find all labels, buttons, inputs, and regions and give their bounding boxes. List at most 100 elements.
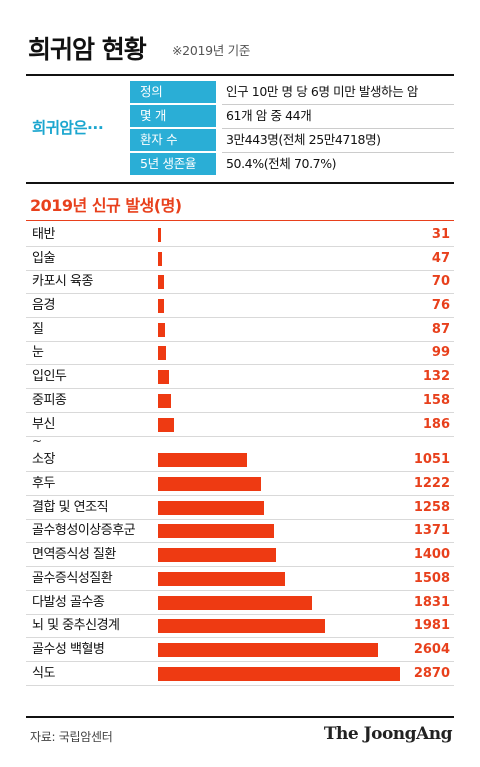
summary-key: 5년 생존율 — [130, 153, 216, 175]
bar — [158, 572, 286, 586]
category-label: 질 — [32, 322, 44, 337]
bar — [158, 252, 162, 266]
row-divider — [26, 412, 454, 413]
value-label: 132 — [422, 369, 450, 384]
category-label: 소장 — [32, 452, 55, 467]
row-divider — [26, 614, 454, 615]
bar — [158, 370, 170, 384]
summary-row-count: 몇 개 61개 암 중 44개 — [130, 105, 454, 129]
row-divider — [26, 471, 454, 472]
row-divider — [26, 246, 454, 247]
value-label: 1222 — [413, 476, 450, 491]
top-rule — [26, 74, 454, 76]
value-label: 1258 — [413, 500, 450, 515]
value-label: 47 — [431, 251, 450, 266]
row-divider — [26, 637, 454, 638]
summary-value: 인구 10만 명 당 6명 미만 발생하는 암 — [226, 84, 418, 99]
row-divider — [26, 317, 454, 318]
summary-divider — [222, 128, 454, 129]
value-label: 1371 — [413, 523, 450, 538]
value-label: 1508 — [413, 571, 450, 586]
value-label: 70 — [431, 274, 450, 289]
page-title: 희귀암 현황 — [28, 35, 147, 64]
category-label: 결합 및 연조직 — [32, 500, 109, 515]
summary-value: 61개 암 중 44개 — [226, 108, 312, 123]
category-label: 입술 — [32, 251, 55, 266]
row-divider — [26, 341, 454, 342]
bar — [158, 275, 164, 289]
category-label: 다발성 골수종 — [32, 595, 105, 610]
row-divider — [26, 388, 454, 389]
value-label: 1051 — [413, 452, 450, 467]
value-label: 1400 — [413, 547, 450, 562]
bar — [158, 667, 400, 681]
row-divider — [26, 436, 454, 437]
axis-break-mark: ~ — [32, 434, 43, 448]
bar — [158, 477, 261, 491]
category-label: 골수증식성질환 — [32, 571, 113, 586]
bar — [158, 323, 166, 337]
category-label: 입인두 — [32, 369, 67, 384]
row-divider — [26, 495, 454, 496]
value-label: 76 — [431, 298, 450, 313]
bottom-rule — [26, 716, 454, 718]
chart-title: 2019년 신규 발생(명) — [30, 196, 182, 215]
row-divider — [26, 364, 454, 365]
category-label: 부신 — [32, 417, 55, 432]
section-rule — [26, 182, 454, 184]
category-label: 눈 — [32, 345, 44, 360]
row-divider — [26, 685, 454, 686]
summary-value: 3만443명(전체 25만4718명) — [226, 132, 381, 147]
bar — [158, 299, 165, 313]
value-label: 2604 — [413, 642, 450, 657]
row-divider — [26, 566, 454, 567]
category-label: 중피종 — [32, 393, 67, 408]
brand-logo: The JoongAng — [323, 724, 453, 744]
bar — [158, 596, 313, 610]
value-label: 1831 — [413, 595, 450, 610]
summary-row-survival: 5년 생존율 50.4%(전체 70.7%) — [130, 153, 454, 177]
value-label: 186 — [422, 417, 450, 432]
bar — [158, 346, 167, 360]
row-divider — [26, 661, 454, 662]
summary-divider — [222, 104, 454, 105]
chart-title-rule — [26, 220, 454, 221]
category-label: 후두 — [32, 476, 55, 491]
bar — [158, 418, 174, 432]
value-label: 87 — [431, 322, 450, 337]
value-label: 158 — [422, 393, 450, 408]
value-label: 99 — [431, 345, 450, 360]
row-divider — [26, 590, 454, 591]
summary-key: 정의 — [130, 81, 216, 103]
bar — [158, 453, 247, 467]
summary-label: 희귀암은··· — [32, 119, 104, 137]
bar — [158, 394, 172, 408]
summary-key: 환자 수 — [130, 129, 216, 151]
row-divider — [26, 270, 454, 271]
basis-note: ※2019년 기준 — [172, 43, 251, 58]
value-label: 31 — [431, 227, 450, 242]
row-divider — [26, 519, 454, 520]
source-note: 자료: 국립암센터 — [30, 730, 113, 744]
category-label: 뇌 및 중추신경계 — [32, 618, 120, 633]
category-label: 카포시 육종 — [32, 274, 93, 289]
category-label: 음경 — [32, 298, 55, 313]
summary-divider — [222, 152, 454, 153]
summary-value: 50.4%(전체 70.7%) — [226, 156, 337, 171]
category-label: 식도 — [32, 666, 55, 681]
row-divider — [26, 293, 454, 294]
category-label: 골수형성이상증후군 — [32, 523, 136, 538]
bar — [158, 524, 274, 538]
row-divider — [26, 542, 454, 543]
bar — [158, 228, 161, 242]
category-label: 면역증식성 질환 — [32, 547, 116, 562]
category-label: 태반 — [32, 227, 55, 242]
value-label: 2870 — [413, 666, 450, 681]
bar — [158, 548, 276, 562]
summary-row-definition: 정의 인구 10만 명 당 6명 미만 발생하는 암 — [130, 81, 454, 105]
summary-key: 몇 개 — [130, 105, 216, 127]
category-label: 골수성 백혈병 — [32, 642, 105, 657]
bar — [158, 619, 325, 633]
